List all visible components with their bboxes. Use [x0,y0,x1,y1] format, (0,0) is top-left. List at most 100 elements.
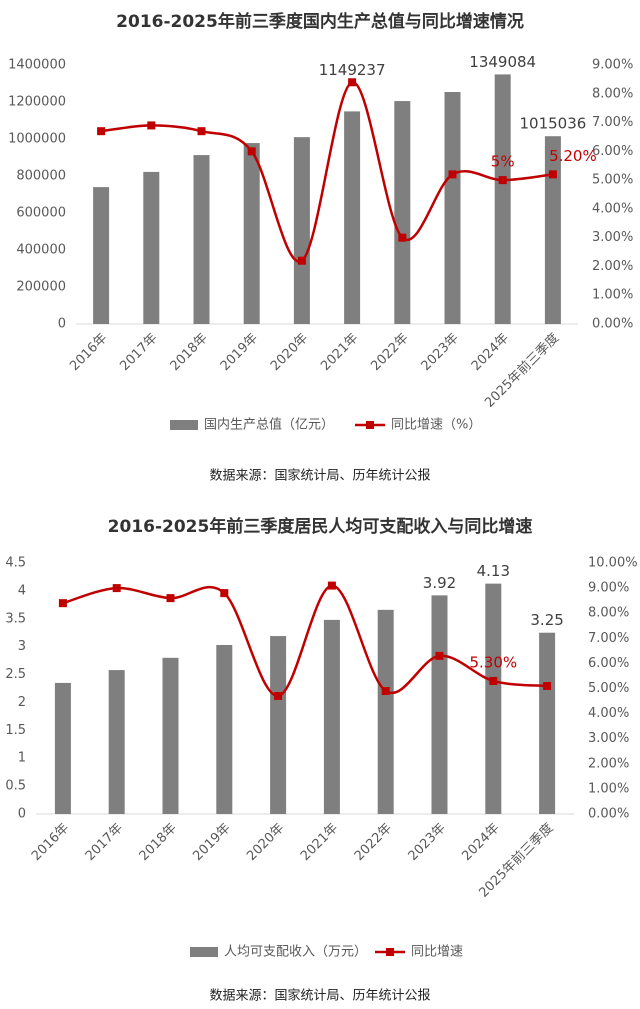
y2-tick-label: 6.00% [592,144,633,159]
legend-label: 国内生产总值（亿元） [204,417,334,433]
x-tick-label: 2017年 [83,821,126,864]
source-note: 数据来源：国家统计局、历年统计公报 [209,468,430,484]
x-tick-label: 2022年 [368,331,411,374]
y-tick-label: 1 [18,751,26,766]
y-tick-label: 2 [18,695,26,710]
bar [193,155,210,324]
line-value-label: 5.30% [469,653,517,671]
x-tick-label: 2022年 [352,821,395,864]
x-tick-label: 2018年 [168,331,211,374]
legend-swatch [170,420,198,430]
y-tick-label: 1.5 [5,723,26,738]
y2-tick-label: 1.00% [588,781,629,796]
y2-tick-label: 2.00% [588,756,629,771]
line-marker [274,692,283,701]
bar [162,657,179,814]
y2-tick-label: 3.00% [588,731,629,746]
line-marker [543,681,552,690]
bar [270,636,287,814]
legend-label: 人均可支配收入（万元） [224,945,367,960]
line-marker [58,599,67,608]
x-tick-label: 2020年 [268,331,311,374]
bar [108,670,125,814]
line-value-label: 5.20% [549,147,597,165]
x-tick-label: 2024年 [459,821,502,864]
x-tick-label: 2020年 [244,821,287,864]
bar [216,644,233,814]
line-marker [435,651,444,660]
y2-tick-label: 9.00% [588,581,629,596]
y-tick-label: 800000 [16,169,66,184]
legend-label: 同比增速（%） [391,418,481,433]
bar-value-label: 3.25 [530,611,563,629]
y-tick-label: 3.5 [5,611,26,626]
line-marker [166,594,175,603]
y-tick-label: 4 [18,583,26,598]
line-marker [112,584,121,593]
y2-tick-label: 7.00% [588,631,629,646]
x-tick-label: 2021年 [318,331,361,374]
line-marker [327,581,336,590]
x-tick-label: 2024年 [469,331,512,374]
legend-swatch [190,947,218,957]
bar [485,583,502,814]
bar [431,595,448,814]
y-tick-label: 1400000 [8,58,66,73]
bar [143,171,160,324]
y-tick-label: 0 [58,317,66,332]
y2-tick-label: 3.00% [592,230,633,245]
y2-tick-label: 4.00% [588,706,629,721]
y2-tick-label: 2.00% [592,259,633,274]
line-marker [398,233,407,242]
bar [494,74,511,324]
bar-value-label: 4.13 [477,562,510,580]
x-tick-label: 2021年 [298,821,341,864]
bar [323,619,340,814]
source-note: 数据来源：国家统计局、历年统计公报 [209,988,430,1004]
x-tick-label: 2023年 [406,821,449,864]
bar [394,101,411,324]
line-marker [381,687,390,696]
x-tick-label: 2023年 [419,331,462,374]
y-tick-label: 0 [18,807,26,822]
chart-title: 2016-2025年前三季度居民人均可支配收入与同比增速 [108,516,533,537]
y-tick-label: 2.5 [5,667,26,682]
y2-tick-label: 9.00% [592,58,633,73]
y-tick-label: 600000 [16,206,66,221]
line-marker [297,256,306,265]
y-tick-label: 3 [18,639,26,654]
y2-tick-label: 5.00% [588,681,629,696]
y2-tick-label: 0.00% [588,807,629,822]
bar-value-label: 3.92 [423,574,456,592]
line-marker [247,147,256,156]
x-tick-label: 2016年 [29,821,72,864]
legend-label: 同比增速 [411,945,463,960]
line-marker [548,170,557,179]
x-tick-label: 2016年 [67,331,110,374]
line-marker [197,127,206,136]
line-marker [489,676,498,685]
y2-tick-label: 8.00% [592,86,633,101]
x-tick-label: 2019年 [218,331,261,374]
line-marker [448,170,457,179]
growth-line [100,81,554,263]
y2-tick-label: 8.00% [588,606,629,621]
y-tick-label: 200000 [16,280,66,295]
line-marker [147,121,156,130]
bar [243,143,260,324]
y2-tick-label: 0.00% [592,317,633,332]
y-tick-label: 1200000 [8,95,66,110]
line-marker [220,589,229,598]
y2-tick-label: 5.00% [592,173,633,188]
y-tick-label: 4.5 [5,556,26,571]
bar [544,136,561,324]
x-tick-label: 2017年 [117,331,160,374]
y2-tick-label: 10.00% [588,556,638,571]
y-tick-label: 1000000 [8,132,66,147]
bar [93,187,110,324]
bar [54,682,71,814]
bar-value-label: 1149237 [319,61,386,79]
x-tick-label: 2019年 [190,821,233,864]
legend-marker [366,421,374,429]
